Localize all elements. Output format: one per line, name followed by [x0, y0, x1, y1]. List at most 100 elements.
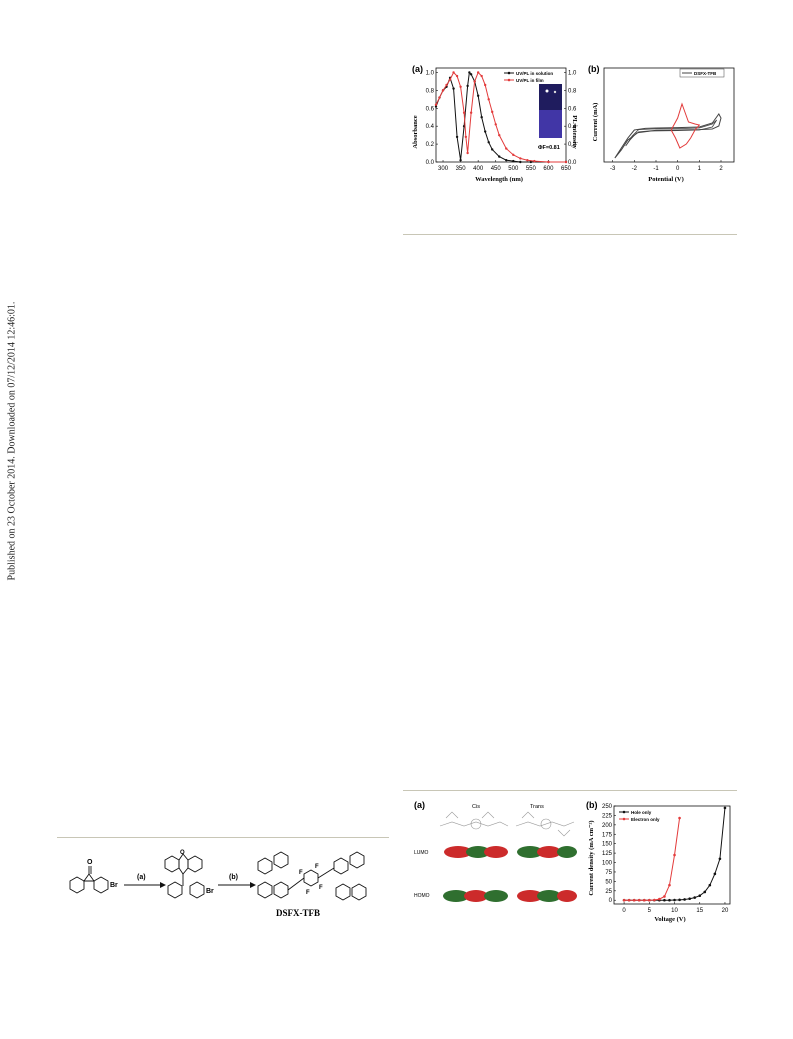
x-tick-label: 1: [698, 166, 702, 172]
data-point: [519, 160, 522, 164]
y-axis-label: Absorbance: [412, 115, 419, 148]
ether-o-label: O: [180, 850, 185, 856]
y-axis-label: Current density (mA cm⁻²): [588, 820, 595, 895]
x-axis-label: Voltage (V): [654, 916, 685, 923]
y-tick-label: 125: [602, 851, 613, 857]
x-tick-label: 20: [722, 908, 729, 914]
x-tick-label: 500: [508, 166, 519, 172]
y-tick-label: 150: [602, 842, 613, 848]
data-point: [455, 74, 459, 78]
step-b-label: (b): [229, 874, 238, 881]
quantum-yield-label: ΦF=0.81: [538, 145, 560, 151]
data-point: [693, 896, 696, 899]
x-tick-label: -1: [653, 166, 659, 172]
y-tick-label: 25: [605, 889, 612, 895]
data-point: [483, 83, 487, 87]
data-point: [642, 898, 646, 902]
plot-frame: [613, 805, 731, 905]
bromo-label: Br: [206, 888, 214, 895]
publication-note: Published on 23 October 2014. Downloaded…: [6, 301, 18, 580]
data-point: [627, 898, 631, 902]
data-point: [663, 895, 666, 898]
legend-label: DSFX-TFB: [694, 71, 717, 76]
data-point: [459, 159, 462, 162]
data-point: [668, 883, 671, 887]
data-point: [648, 898, 651, 902]
data-point: [673, 898, 676, 902]
panel-a-label: (a): [412, 64, 423, 74]
homo-cis-orbital: [443, 890, 508, 902]
data-point: [494, 123, 497, 126]
data-point: [533, 159, 536, 163]
x-tick-label: 550: [526, 166, 537, 172]
trans-structure: [515, 811, 575, 837]
cis-structure: [439, 811, 509, 830]
data-point: [452, 87, 455, 90]
legend-label: Electron only: [631, 817, 660, 822]
fluoro-label: F: [315, 864, 319, 870]
x-tick-label: 10: [671, 908, 678, 914]
fluorenone-structure: [69, 866, 109, 894]
x-tick-label: 600: [543, 166, 554, 172]
synthesis-scheme: O Br (a) O Br (b): [60, 848, 390, 938]
data-point: [512, 159, 515, 163]
data-point: [529, 160, 533, 164]
arrow-head: [250, 882, 256, 888]
y-tick-label: 1.0: [426, 70, 435, 76]
y-tick-label: 0: [609, 898, 613, 904]
x-tick-label: 650: [561, 166, 572, 172]
y-tick-label: 0.2: [426, 142, 435, 148]
product-name: DSFX-TFB: [276, 908, 320, 918]
data-point: [466, 84, 469, 88]
data-point: [632, 898, 636, 902]
data-point: [637, 898, 641, 902]
lumo-trans-orbital: [517, 846, 577, 858]
data-point: [487, 141, 490, 144]
data-point: [708, 883, 712, 887]
legend-label: UV/PL in film: [516, 78, 544, 83]
data-point: [448, 78, 452, 81]
x-tick-label: 300: [438, 166, 449, 172]
current-density-chart: (b) Current density (mA cm⁻²) Voltage (V…: [586, 800, 731, 923]
data-point: [438, 96, 441, 99]
x-axis-label: Wavelength (nm): [475, 176, 523, 183]
y2-tick-label: 1.0: [568, 70, 577, 76]
data-point: [683, 898, 686, 901]
data-point: [480, 74, 483, 78]
data-point: [668, 898, 671, 902]
trans-header: Trans: [530, 804, 544, 810]
cv-chart: (b) Current (mA) Potential (V) -3 -2 -1 0 1 2…: [588, 64, 735, 183]
legend-label: Hole only: [631, 810, 652, 815]
y-tick-label: 0.6: [426, 106, 435, 112]
data-point: [498, 155, 501, 158]
data-point: [688, 897, 691, 901]
data-point: [445, 83, 448, 87]
cv-redox-loop: [670, 102, 701, 149]
plot-frame: [603, 67, 735, 163]
divider: [57, 837, 389, 838]
orbital-panel: (a) Cis Trans LUMO HOMO: [414, 800, 577, 902]
legend-label: UV/PL in solution: [516, 71, 553, 76]
x-tick-label: -3: [610, 166, 616, 172]
data-point: [678, 816, 681, 820]
ketone-o-label: O: [87, 859, 93, 866]
y2-tick-label: 0.2: [568, 142, 577, 148]
spiro-bromo-structure: [164, 853, 205, 899]
data-point: [698, 894, 702, 898]
data-point: [718, 857, 722, 861]
legend-marker: [622, 817, 626, 821]
data-point: [462, 111, 466, 114]
data-point: [703, 890, 707, 894]
divider: [403, 790, 737, 791]
data-point: [476, 71, 480, 74]
homo-label: HOMO: [414, 893, 430, 899]
data-point: [512, 153, 515, 157]
x-tick-label: 0: [622, 908, 626, 914]
fluoro-label: F: [306, 890, 310, 896]
data-point: [480, 116, 483, 119]
data-point: [547, 160, 550, 164]
y-tick-label: 250: [602, 804, 613, 810]
data-point: [526, 159, 529, 162]
data-point: [723, 806, 727, 810]
y-tick-label: 225: [602, 813, 613, 819]
